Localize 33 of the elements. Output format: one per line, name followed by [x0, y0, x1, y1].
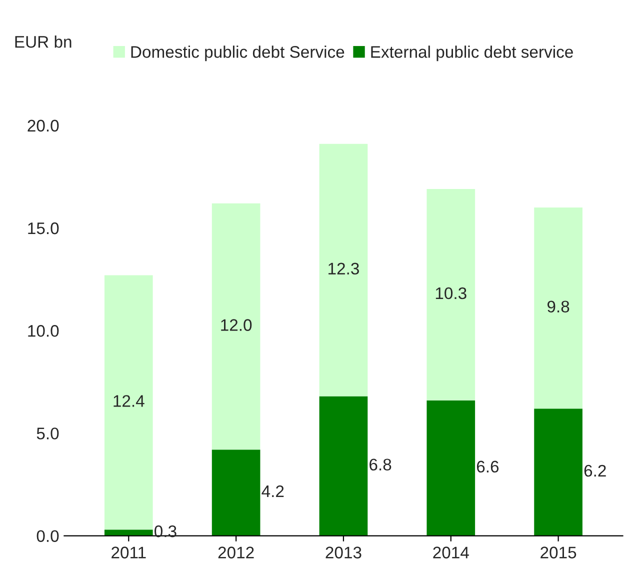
data-label: 0.3 [154, 525, 176, 538]
y-tick-label: 0.0 [36, 530, 59, 542]
bar [104, 275, 153, 530]
x-tick-label: 2012 [218, 546, 254, 558]
data-label: 12.4 [114, 395, 144, 407]
bar [319, 396, 368, 536]
data-label: 9.8 [547, 300, 570, 312]
data-label: 12.3 [328, 262, 359, 275]
bar [534, 408, 582, 536]
x-tick-label: 2014 [433, 546, 469, 558]
data-label: 6.6 [476, 460, 499, 473]
data-label: 6.2 [584, 464, 606, 477]
bar [104, 530, 153, 536]
x-tick-label: 2013 [326, 546, 362, 558]
y-tick-label: 20.0 [28, 120, 59, 132]
bar [212, 203, 260, 450]
bar [319, 144, 368, 396]
bar [534, 207, 582, 409]
y-tick-label: 10.0 [28, 325, 59, 337]
y-tick-label: 5.0 [36, 428, 59, 440]
bar [426, 189, 476, 400]
legend-label: External public debt service [371, 46, 573, 62]
y-tick-label: 15.0 [28, 222, 59, 234]
data-label: 12.0 [221, 319, 252, 331]
x-tick-label: 2015 [540, 546, 576, 558]
legend-label: Domestic public debt Service [131, 46, 344, 62]
x-tick-label: 2011 [112, 546, 146, 558]
y-axis-title: EUR bn [15, 36, 72, 48]
bar [212, 450, 260, 536]
data-label: 4.2 [262, 485, 284, 498]
data-label: 10.3 [436, 287, 466, 300]
bar [426, 400, 476, 536]
data-label: 6.8 [370, 458, 392, 471]
